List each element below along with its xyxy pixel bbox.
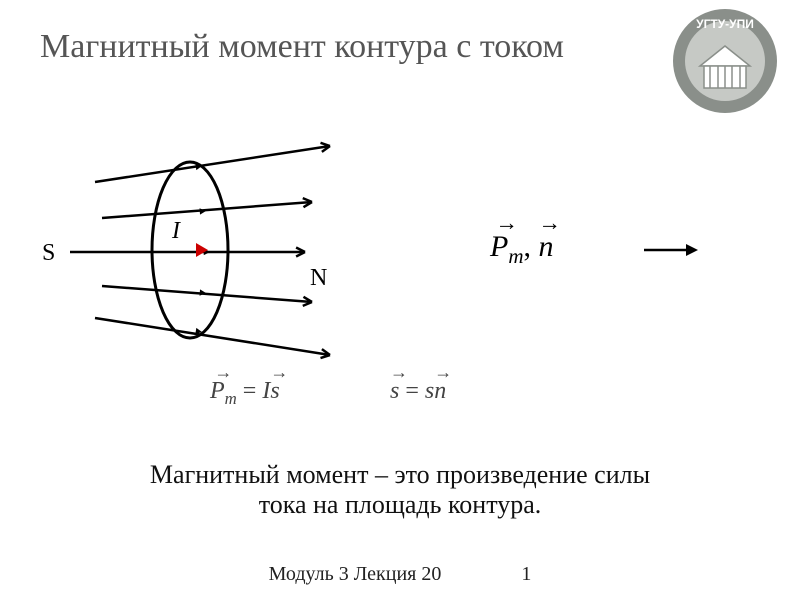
page-title: Магнитный момент контура с током xyxy=(40,28,564,66)
definition-line-2: тока на площадь контура. xyxy=(0,490,800,520)
magnetic-moment-diagram: S N I xyxy=(30,110,390,395)
equation-pm-n-direction: Pm, n xyxy=(490,230,554,269)
university-logo: УГТУ-УПИ xyxy=(670,6,780,121)
label-S: S xyxy=(42,240,55,267)
definition-text: Магнитный момент – это произведение силы… xyxy=(0,460,800,520)
footer-module: Модуль 3 Лекция 20 xyxy=(269,563,442,585)
svg-text:УГТУ-УПИ: УГТУ-УПИ xyxy=(696,17,754,31)
label-I: I xyxy=(172,218,180,245)
footer-page-number: 1 xyxy=(521,563,531,585)
direction-arrow-icon xyxy=(640,238,700,262)
slide-footer: Модуль 3 Лекция 20 1 xyxy=(0,563,800,586)
label-N: N xyxy=(310,265,327,292)
equation-pm-eq-Is: Pm = Is xyxy=(210,378,280,409)
equation-s-eq-sn: s = sn xyxy=(390,378,446,405)
definition-line-1: Магнитный момент – это произведение силы xyxy=(0,460,800,490)
